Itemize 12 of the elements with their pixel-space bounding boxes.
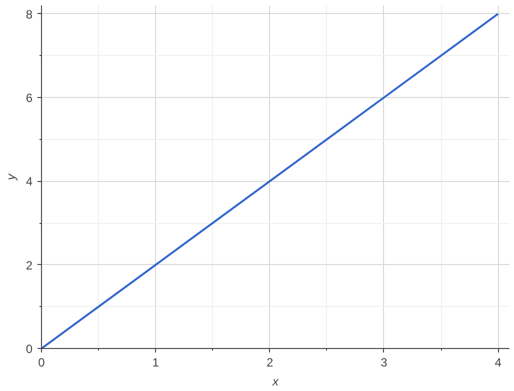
y-tick-label: 2 <box>26 258 33 272</box>
y-tick-label: 0 <box>26 342 33 356</box>
y-axis-title: y <box>4 173 18 181</box>
x-tick-label: 0 <box>38 356 46 370</box>
x-tick-label: 1 <box>152 356 160 370</box>
y-tick-label: 4 <box>26 174 33 189</box>
x-tick-label: 3 <box>380 356 388 370</box>
x-tick-label: 2 <box>266 356 274 370</box>
x-axis-title: x <box>272 374 280 388</box>
y-tick-label: 8 <box>26 7 33 22</box>
y-tick-label: 6 <box>26 91 33 106</box>
x-tick-label: 4 <box>494 356 502 370</box>
